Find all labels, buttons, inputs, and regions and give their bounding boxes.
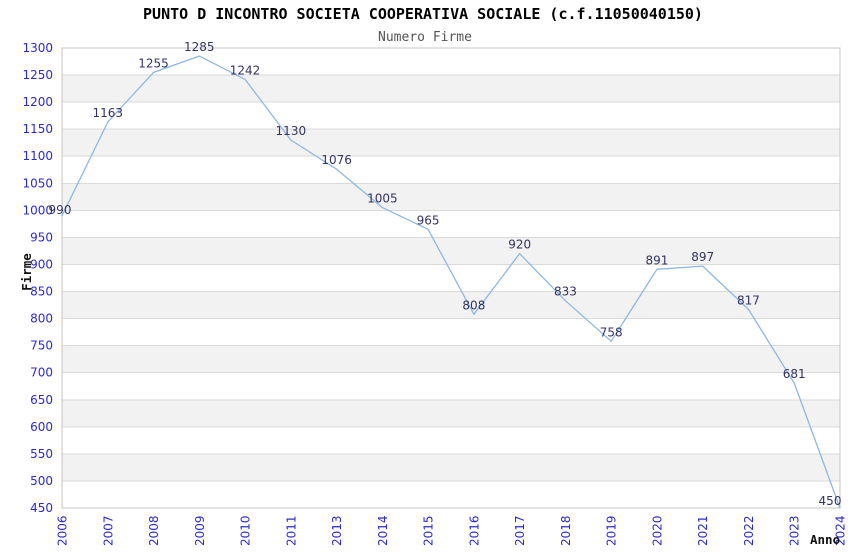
x-tick-label: 2024 [834,515,848,546]
chart-title: PUNTO D INCONTRO SOCIETA COOPERATIVA SOC… [143,5,703,23]
plot-border [61,47,841,509]
y-tick-label: 650 [30,393,53,407]
y-tick-label: 800 [30,312,53,326]
y-tick-label: 900 [30,257,53,271]
x-tick-label: 2008 [147,515,161,546]
x-tick-label: 2015 [422,515,436,546]
y-tick-label: 1200 [22,95,53,109]
x-tick-label: 2017 [513,515,527,546]
x-tick-label: 2007 [101,515,115,546]
y-tick-label: 850 [30,285,53,299]
data-label: 990 [49,203,72,217]
data-label: 1242 [230,63,261,77]
x-tick-label: 2011 [284,515,298,546]
plot-band [62,453,840,481]
x-tick-label: 2018 [559,515,573,546]
x-tick-label: 2019 [605,515,619,546]
data-label: 920 [508,238,531,252]
data-label: 758 [600,325,623,339]
plot-band [62,237,840,265]
plot-area: 1300 1250 1200 1150 1100 1050 1000 950 900 850 800… [22,40,847,546]
data-label: 1076 [321,153,352,167]
data-label: 1255 [138,56,169,70]
x-tick-label: 2016 [467,515,481,546]
plot-band [62,129,840,157]
series-line [61,55,841,509]
data-label: 1163 [92,106,123,120]
y-tick-label: 1300 [22,41,53,55]
x-axis-title: Anno [810,532,840,547]
x-tick-label: 2006 [56,515,70,546]
data-label: 1130 [276,124,307,138]
x-tick-label: 2022 [742,515,756,546]
x-tick-label: 2020 [650,515,664,546]
y-tick-label: 750 [30,339,53,353]
data-label: 681 [783,367,806,381]
y-tick-label: 700 [30,366,53,380]
data-label: 833 [554,285,577,299]
x-tick-label: 2014 [376,515,390,546]
y-tick-label: 600 [30,420,53,434]
data-label: 808 [462,298,485,312]
x-tick-label: 2010 [239,515,253,546]
x-tick-label: 2009 [193,515,207,546]
y-tick-label: 1150 [22,122,53,136]
data-label: 450 [819,494,842,508]
data-label: 897 [691,250,714,264]
data-label: 1005 [367,192,398,206]
y-tick-label: 1050 [22,176,53,190]
y-axis-title: Firme [19,253,34,291]
plot-background [62,48,840,508]
y-tick-label: 500 [30,474,53,488]
y-tick-label: 1000 [22,203,53,217]
plot-band [62,75,840,103]
data-label: 965 [417,213,440,227]
x-tick-label: 2013 [330,515,344,546]
data-label: 817 [737,293,760,307]
y-tick-label: 450 [30,501,53,515]
plot-band [62,291,840,319]
y-tick-label: 950 [30,230,53,244]
chart-subtitle: Numero Firme [378,30,472,45]
plot-band [62,399,840,427]
x-tick-label: 2021 [696,515,710,546]
y-tick-label: 550 [30,447,53,461]
y-tick-label: 1250 [22,68,53,82]
data-label: 891 [645,253,668,267]
y-tick-label: 1100 [22,149,53,163]
data-label: 1285 [184,40,215,54]
plot-band [62,183,840,211]
x-tick-label: 2023 [788,515,802,546]
plot-band [62,345,840,373]
